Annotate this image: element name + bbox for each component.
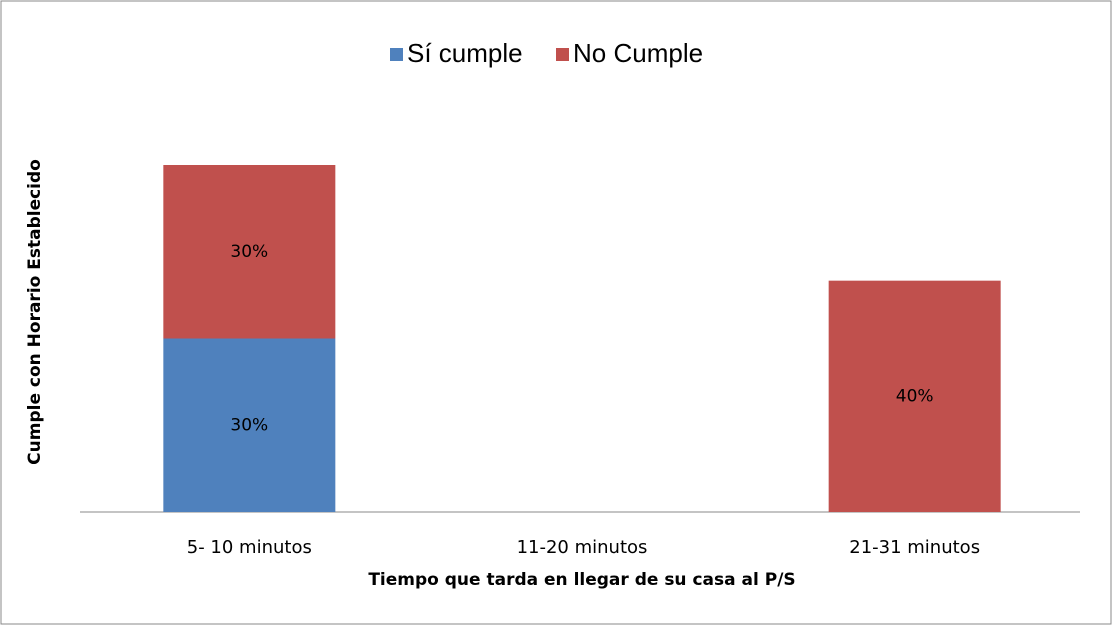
- x-axis-title: Tiempo que tarda en llegar de su casa al…: [368, 570, 795, 590]
- bar-segment: [163, 165, 336, 339]
- y-axis-title: Cumple con Horario Establecido: [25, 159, 45, 465]
- legend-label: Sí cumple: [407, 38, 523, 68]
- data-label: 30%: [230, 415, 268, 435]
- x-tick-label: 5- 10 minutos: [187, 537, 312, 558]
- x-tick-label: 11-20 minutos: [517, 537, 648, 558]
- x-tick-label: 21-31 minutos: [849, 537, 980, 558]
- legend-label: No Cumple: [573, 38, 703, 68]
- bar-segment: [828, 280, 1001, 512]
- data-label: 30%: [230, 242, 268, 262]
- legend-swatch: [556, 48, 569, 61]
- legend-swatch: [390, 48, 403, 61]
- data-label: 40%: [896, 386, 934, 406]
- bar-segment: [163, 338, 336, 512]
